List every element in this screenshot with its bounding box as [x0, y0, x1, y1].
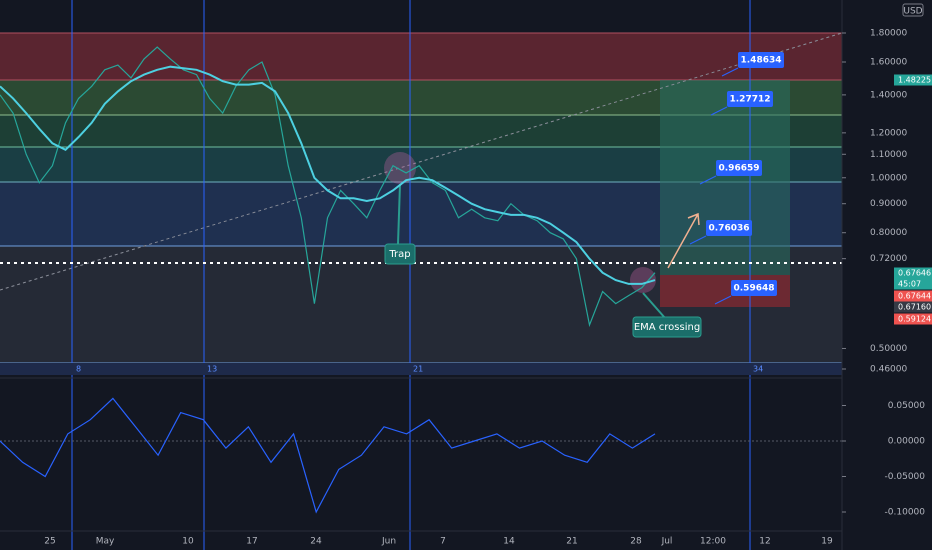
highlight [384, 152, 416, 184]
time-label: 24 [310, 537, 322, 547]
cycle-bar [0, 363, 842, 375]
target-label: 0.76036 [709, 224, 750, 234]
target-label: 1.27712 [730, 95, 771, 105]
price-tick-label: 1.20000 [870, 128, 907, 138]
time-label: May [96, 537, 115, 547]
target-leader [710, 106, 728, 116]
price-series [0, 46, 656, 328]
price-tick-label: 0.80000 [870, 228, 907, 238]
pointer [642, 292, 666, 319]
price-tag-label: 0.67644 [898, 292, 931, 301]
target-box [716, 160, 762, 176]
cycle-label: 21 [413, 365, 423, 374]
price-tick-label: 1.80000 [870, 29, 907, 39]
target-leader [699, 175, 717, 185]
price-tag [894, 74, 932, 86]
note-label: Trap [388, 249, 410, 260]
target-label: 0.96659 [719, 164, 760, 174]
highlight [630, 267, 656, 293]
projection-arrow [667, 212, 700, 269]
price-tag-label: 0.59124 [898, 315, 931, 324]
price-tag-label: 0.67646 [898, 269, 931, 278]
target-leader [721, 67, 739, 77]
time-label: Jul [661, 537, 673, 547]
osc-tick-label: -0.05000 [885, 472, 926, 482]
note-label: EMA crossing [634, 322, 700, 333]
price-tag [894, 301, 932, 313]
zone [0, 33, 842, 80]
target-box [727, 91, 773, 107]
target-leader [714, 295, 732, 305]
target-leader [689, 235, 707, 245]
price-tick-label: 1.40000 [870, 90, 907, 100]
time-label: Jun [381, 537, 396, 547]
note-box [632, 316, 702, 338]
time-label: 12:00 [700, 537, 726, 547]
oscillator-series [0, 397, 656, 514]
target-label: 0.59648 [734, 284, 775, 294]
price-tick-label: 0.50000 [870, 344, 907, 354]
price-tag-label: 45:07 [898, 280, 921, 289]
trend-line [0, 32, 843, 291]
target-box [706, 220, 752, 236]
price-tag [894, 267, 932, 279]
price-tick-label: 0.90000 [870, 199, 907, 209]
ema-series [0, 65, 656, 285]
price-tick-label: 0.72000 [870, 254, 907, 264]
time-label: 17 [246, 537, 257, 547]
price-tag [894, 313, 932, 325]
osc-tick-label: -0.10000 [885, 508, 926, 518]
currency-box [902, 3, 924, 17]
target-box [731, 280, 777, 296]
time-label: 21 [566, 537, 577, 547]
time-label: 12 [759, 537, 770, 547]
time-label: 19 [821, 537, 833, 547]
currency: USD [903, 7, 922, 17]
time-label: 25 [44, 537, 55, 547]
osc-tick-label: 0.05000 [888, 401, 925, 411]
time-label: 28 [630, 537, 642, 547]
time-label: 7 [440, 537, 446, 547]
osc-tick-label: 0.00000 [888, 437, 925, 447]
cycle-label: 13 [207, 365, 217, 374]
cycle-label: 34 [753, 365, 763, 374]
price-tick-label: 1.60000 [870, 58, 907, 68]
price-tag [894, 278, 932, 290]
price-tag-label: 1.48225 [898, 76, 931, 85]
price-tick-label: 1.00000 [870, 173, 907, 183]
note-box [384, 243, 416, 265]
price-tick-label: 1.10000 [870, 150, 907, 160]
price-tag [894, 290, 932, 302]
target-label: 1.48634 [741, 56, 782, 66]
time-label: 14 [503, 537, 515, 547]
cycle-label: 8 [76, 365, 81, 374]
pointer [397, 183, 401, 245]
target-box [738, 52, 784, 68]
time-label: 10 [182, 537, 194, 547]
cycle-lines [71, 0, 751, 550]
price-tick-label: 0.46000 [870, 365, 907, 375]
position-profit [660, 80, 790, 275]
price-tag-label: 0.67160 [898, 303, 931, 312]
